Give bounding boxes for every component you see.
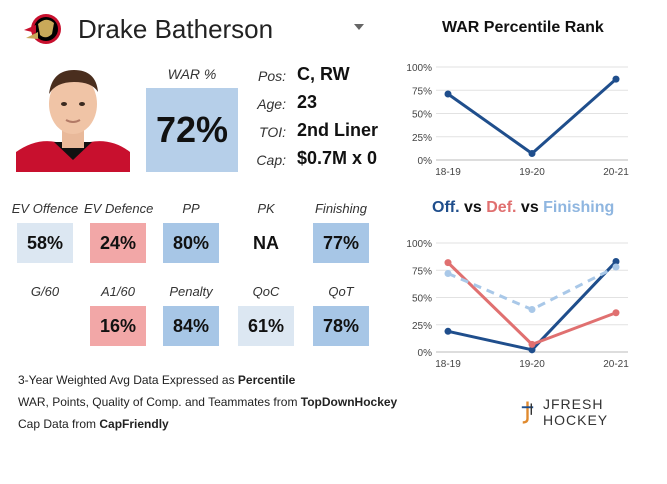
- war-chart-x-tick-label: 18-19: [435, 167, 461, 178]
- war-chart-x-tick-label: 19-20: [519, 167, 545, 178]
- odf-chart-series-0-point: [528, 346, 536, 354]
- war-chart-y-tick-label: 0%: [418, 156, 433, 167]
- odf-chart-series-0-point: [444, 327, 452, 335]
- player-name: Drake Batherson: [78, 14, 274, 44]
- war-percent-value: 72%: [146, 88, 238, 172]
- stat-value-penalty: 84%: [163, 306, 219, 346]
- jfresh-logo-icon: [521, 401, 534, 424]
- odf-chart-y-tick-label: 75%: [412, 266, 432, 277]
- stat-value-a160: 16%: [90, 306, 146, 346]
- stat-value-qot: 78%: [313, 306, 369, 346]
- stat-label-pp: PP: [182, 201, 200, 216]
- war-chart-y-tick-label: 100%: [406, 63, 432, 74]
- stat-label-g60: G/60: [30, 284, 60, 299]
- stat-label-a160: A1/60: [101, 284, 135, 299]
- war-chart-series-0-point: [444, 90, 452, 98]
- pos-value: C, RW: [297, 64, 350, 84]
- senators-logo-icon: [24, 14, 61, 44]
- stat-label-ev-defence: EV Defence: [84, 201, 154, 216]
- war-chart-title: WAR Percentile Rank: [442, 19, 604, 36]
- note-percentile: 3-Year Weighted Avg Data Expressed as Pe…: [18, 373, 296, 387]
- odf-chart-series-line-1: [446, 261, 617, 346]
- stat-value-ev-offence: 58%: [17, 223, 73, 263]
- odf-chart-series-1-point: [528, 340, 536, 348]
- age-label: Age:: [257, 96, 286, 112]
- war-percentile-line-chart: 0% 25% 50% 75% 100% 18-19 19-20 20-21: [406, 63, 629, 178]
- off-def-finishing-line-chart: 0% 25% 50% 75% 100% 18-19 19-20 20-21: [406, 239, 629, 370]
- odf-chart-y-tick-label: 50%: [412, 294, 432, 305]
- stat-label-pk: PK: [257, 201, 275, 216]
- note-sources: WAR, Points, Quality of Comp. and Teamma…: [18, 395, 398, 409]
- player-dropdown-chevron-down-icon[interactable]: [354, 24, 364, 30]
- war-label: WAR %: [167, 66, 217, 82]
- chart2-title-part-0: Off.: [432, 199, 460, 216]
- odf-chart-series-2-point: [444, 270, 452, 278]
- war-chart-y-tick-label: 25%: [412, 133, 432, 144]
- chart2-title-part-1: vs: [459, 199, 487, 216]
- toi-label: TOI:: [259, 124, 286, 140]
- odf-chart-y-tick-label: 0%: [418, 348, 433, 359]
- stat-value-pk: NA: [253, 232, 279, 253]
- player-headshot-avatar: [16, 60, 130, 172]
- chart2-title-part-3: vs: [516, 199, 544, 216]
- chart2-title-part-4: Finishing: [543, 199, 615, 216]
- odf-chart-x-tick-label: 20-21: [603, 359, 629, 370]
- odf-chart-y-tick-label: 25%: [412, 321, 432, 332]
- odf-chart-series-1-point: [444, 259, 452, 267]
- stat-label-penalty: Penalty: [169, 284, 213, 299]
- stat-value-ev-defence: 24%: [90, 223, 146, 263]
- war-chart-x-tick-label: 20-21: [603, 167, 629, 178]
- toi-value: 2nd Liner: [297, 120, 379, 140]
- chart2-title-part-2: Def.: [486, 199, 517, 216]
- odf-chart-series-1-point: [612, 309, 620, 317]
- odf-chart-y-tick-label: 100%: [406, 239, 432, 250]
- odf-chart-x-tick-label: 19-20: [519, 359, 545, 370]
- cap-value: $0.7M x 0: [297, 148, 378, 168]
- stat-label-qoc: QoC: [252, 284, 280, 299]
- stat-value-finishing: 77%: [313, 223, 369, 263]
- jfresh-hockey-brand: JFRESH HOCKEY: [518, 396, 667, 428]
- cap-label: Cap:: [256, 152, 286, 168]
- off-def-finishing-chart-title: Off. vs Def. vs Finishing: [432, 199, 614, 217]
- note-cap-source: Cap Data from CapFriendly: [18, 417, 169, 431]
- stat-label-qot: QoT: [328, 284, 354, 299]
- odf-chart-series-2-point: [528, 305, 536, 313]
- odf-chart-series-2-point: [612, 263, 620, 271]
- stat-label-finishing: Finishing: [314, 201, 368, 216]
- war-chart-series-0-point: [612, 75, 620, 83]
- stat-label-ev-offence: EV Offence: [11, 201, 79, 216]
- war-chart-y-tick-label: 50%: [412, 110, 432, 121]
- stat-value-qoc: 61%: [238, 306, 294, 346]
- odf-chart-series-line-0: [447, 260, 618, 352]
- pos-label: Pos:: [257, 68, 286, 84]
- odf-chart-x-tick-label: 18-19: [435, 359, 461, 370]
- war-chart-y-tick-label: 75%: [412, 86, 432, 97]
- stat-value-g60: [17, 306, 73, 346]
- stat-value-pp: 80%: [163, 223, 219, 263]
- age-value: 23: [297, 92, 318, 112]
- brand-text: JFRESH HOCKEY: [543, 396, 609, 428]
- odf-chart-series-0-point: [612, 258, 620, 266]
- war-chart-series-0-point: [528, 149, 536, 157]
